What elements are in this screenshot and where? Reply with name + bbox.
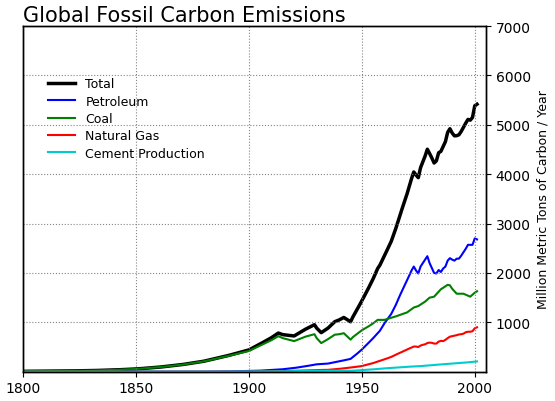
Petroleum (395, 298, 401, 302)
Cement Production (20, 369, 27, 374)
Coal (244, 349, 250, 354)
Cement Production (473, 359, 480, 364)
Cement Production (135, 369, 142, 374)
Line: Coal: Coal (23, 285, 477, 371)
Total (293, 332, 300, 337)
Cement Production (293, 369, 300, 374)
Coal (293, 338, 300, 343)
Natural Gas (473, 325, 480, 330)
Legend: Total, Petroleum, Coal, Natural Gas, Cement Production: Total, Petroleum, Coal, Natural Gas, Cem… (48, 78, 205, 160)
Total (257, 342, 264, 346)
Total (244, 348, 250, 353)
Petroleum (462, 247, 469, 251)
Petroleum (471, 237, 478, 241)
Total (20, 369, 27, 374)
Coal (465, 294, 471, 298)
Petroleum (244, 369, 250, 373)
Natural Gas (293, 369, 300, 373)
Line: Cement Production: Cement Production (23, 362, 477, 372)
Cement Production (395, 365, 401, 370)
Line: Total: Total (23, 105, 477, 371)
Natural Gas (244, 369, 250, 374)
Cement Production (257, 369, 264, 374)
Petroleum (473, 237, 480, 242)
Petroleum (135, 369, 142, 374)
Coal (473, 289, 480, 294)
Coal (445, 283, 451, 288)
Total (462, 122, 469, 126)
Natural Gas (20, 369, 27, 374)
Coal (257, 343, 264, 348)
Line: Natural Gas: Natural Gas (23, 328, 477, 372)
Petroleum (20, 369, 27, 374)
Coal (395, 314, 401, 318)
Line: Petroleum: Petroleum (23, 239, 477, 372)
Text: Global Fossil Carbon Emissions: Global Fossil Carbon Emissions (23, 6, 346, 26)
Coal (20, 369, 27, 374)
Cement Production (244, 369, 250, 374)
Total (473, 103, 480, 107)
Y-axis label: Million Metric Tons of Carbon / Year: Million Metric Tons of Carbon / Year (537, 90, 549, 309)
Total (395, 220, 401, 225)
Coal (135, 367, 142, 371)
Cement Production (462, 360, 469, 365)
Natural Gas (135, 369, 142, 374)
Petroleum (257, 368, 264, 373)
Total (135, 367, 142, 371)
Natural Gas (462, 330, 469, 335)
Petroleum (293, 365, 300, 370)
Natural Gas (257, 369, 264, 374)
Natural Gas (395, 351, 401, 356)
